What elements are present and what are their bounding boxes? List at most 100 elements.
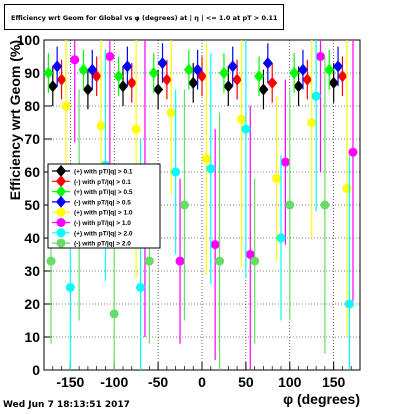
y-tick-label: 50: [24, 197, 40, 213]
data-point-series-6: [65, 283, 75, 292]
data-point-series-0: [153, 83, 164, 96]
data-point-series-2: [148, 67, 159, 79]
data-point-series-3: [52, 60, 63, 73]
data-point-series-7: [109, 309, 119, 319]
footer-timestamp: Wed Jun 7 18:13:51 2017: [3, 400, 130, 410]
data-point-series-0: [188, 76, 199, 89]
x-tick-label: 50: [238, 374, 254, 390]
y-tick-label: 40: [24, 230, 40, 246]
y-tick-label: 20: [24, 296, 40, 312]
data-point-series-1: [126, 76, 137, 89]
y-tick-label: 10: [24, 329, 40, 345]
y-axis-label: Efficiency wrt Geom (%): [7, 40, 23, 200]
data-point-series-0: [118, 80, 128, 93]
data-point-series-0: [328, 76, 339, 89]
data-point-series-7: [179, 200, 189, 210]
data-point-series-2: [183, 63, 194, 76]
data-point-series-7: [320, 200, 330, 210]
data-point-series-3: [157, 57, 168, 70]
legend-entry: (+) with pT/|q| > 2.0: [74, 230, 133, 237]
legend-marker: [56, 238, 66, 248]
data-point-series-6: [276, 233, 286, 243]
data-point-series-5: [316, 52, 325, 61]
data-point-series-4: [272, 174, 282, 184]
data-point-series-3: [192, 63, 203, 76]
data-point-series-0: [293, 80, 304, 93]
data-point-series-2: [324, 63, 335, 76]
legend-entry: (-) with pT/|q| > 0.1: [74, 179, 131, 186]
data-point-series-4: [201, 154, 211, 164]
legend-entry: (-) with pT/|q| > 0.5: [74, 199, 131, 206]
data-point-series-3: [262, 57, 273, 70]
data-point-series-5: [175, 256, 185, 266]
x-axis-label: φ (degrees): [283, 391, 360, 407]
y-tick-label: 60: [24, 164, 40, 180]
data-point-series-2: [43, 67, 54, 79]
data-point-series-6: [311, 91, 321, 101]
data-point-series-1: [267, 76, 278, 89]
data-point-series-4: [237, 114, 246, 124]
data-point-series-7: [250, 256, 260, 266]
data-point-series-4: [96, 121, 106, 131]
data-point-series-0: [223, 80, 234, 93]
data-point-series-7: [285, 200, 295, 210]
data-point-series-1: [302, 73, 313, 86]
data-point-series-2: [113, 70, 124, 83]
data-point-series-5: [105, 52, 115, 61]
y-tick-label: 30: [24, 263, 40, 279]
x-tick-label: 150: [322, 374, 346, 390]
data-point-series-7: [215, 256, 225, 266]
data-point-series-7: [144, 256, 154, 266]
y-tick-label: 0: [32, 362, 40, 378]
x-tick-label: -100: [100, 374, 128, 390]
data-point-series-5: [280, 157, 290, 167]
data-point-series-4: [166, 108, 176, 118]
data-point-series-2: [218, 67, 229, 79]
data-point-series-6: [344, 299, 354, 309]
data-point-series-2: [289, 67, 300, 79]
x-tick-label: -50: [148, 374, 168, 390]
data-point-series-3: [122, 60, 133, 73]
data-point-series-5: [245, 250, 255, 259]
y-tick-label: 100: [17, 32, 41, 48]
data-point-series-0: [47, 80, 58, 93]
data-point-series-2: [78, 63, 89, 76]
data-point-series-5: [70, 55, 80, 65]
legend-marker: [56, 195, 66, 208]
legend-marker: [56, 218, 66, 227]
legend-marker: [56, 175, 66, 188]
data-point-series-5: [210, 240, 220, 250]
x-tick-label: 100: [278, 374, 302, 390]
data-point-series-1: [232, 73, 243, 86]
data-point-series-6: [206, 164, 216, 174]
legend-box: [47, 163, 161, 249]
data-point-series-3: [333, 60, 344, 73]
legend-marker: [56, 228, 66, 238]
y-tick-label: 90: [24, 65, 40, 81]
legend-entry: (+) with pT/|q| > 1.0: [74, 210, 133, 217]
data-point-series-7: [46, 256, 56, 266]
legend-entry: (+) with pT/|q| > 0.5: [74, 189, 133, 196]
data-point-series-4: [61, 101, 71, 111]
data-point-series-3: [87, 63, 98, 76]
data-point-series-1: [161, 73, 172, 86]
x-tick-label: 0: [198, 374, 206, 390]
data-point-series-6: [136, 283, 146, 292]
data-point-series-1: [56, 73, 67, 86]
chart-title: Efficiency wrt Geom for Global vs φ (deg…: [11, 14, 278, 22]
data-point-series-4: [307, 118, 317, 127]
y-tick-label: 70: [24, 131, 40, 147]
data-point-series-5: [348, 147, 358, 157]
legend-entry: (-) with pT/|q| > 2.0: [74, 241, 131, 248]
legend-entry: (-) with pT/|q| > 1.0: [74, 220, 131, 227]
data-point-series-6: [171, 167, 181, 177]
data-point-series-4: [131, 124, 141, 134]
data-point-series-0: [258, 83, 269, 96]
legend-entry: (+) with pT/|q| > 0.1: [74, 169, 133, 176]
y-tick-label: 80: [24, 98, 40, 114]
data-point-series-2: [254, 70, 265, 83]
data-point-series-6: [241, 124, 251, 134]
x-tick-label: -150: [56, 374, 84, 390]
title-box: Efficiency wrt Geom for Global vs φ (deg…: [4, 4, 284, 30]
